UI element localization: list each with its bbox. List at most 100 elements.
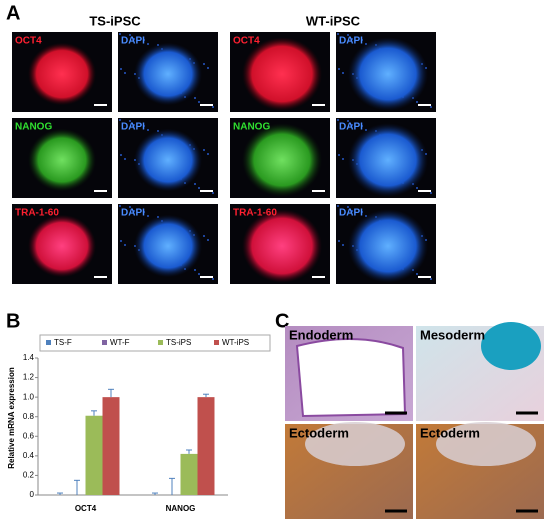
y-tick-label: 0.8 (23, 412, 35, 421)
stain-label: DAPI (339, 36, 363, 47)
bar (197, 397, 215, 495)
stain-label: OCT4 (233, 36, 260, 47)
y-tick-label: 0.6 (23, 431, 35, 440)
speck (147, 129, 149, 131)
speck (198, 273, 200, 275)
stain-label: NANOG (15, 122, 52, 133)
speck (337, 205, 339, 207)
speck (207, 153, 209, 155)
speck (338, 68, 340, 70)
speck (143, 211, 145, 213)
legend-label: WT-F (110, 338, 130, 347)
speck (124, 72, 126, 74)
colony (134, 128, 202, 192)
layer-label: Mesoderm (420, 327, 485, 342)
speck (416, 187, 418, 189)
legend-swatch (102, 340, 107, 345)
speck (129, 120, 131, 122)
speck (207, 239, 209, 241)
stain-label: TRA-1-60 (233, 208, 277, 219)
speck (129, 206, 131, 208)
speck (212, 278, 214, 280)
colony (134, 214, 202, 278)
bar (102, 397, 120, 495)
colony (28, 42, 96, 106)
speck (124, 158, 126, 160)
legend-label: WT-iPS (222, 338, 249, 347)
speck (120, 240, 122, 242)
speck (416, 273, 418, 275)
speck (147, 43, 149, 45)
lumen (295, 337, 407, 418)
speck (147, 215, 149, 217)
colony (242, 37, 322, 111)
speck (351, 210, 353, 212)
colony (348, 209, 428, 283)
bar (180, 453, 198, 495)
colony (28, 128, 96, 192)
panel-label: A (6, 2, 20, 24)
panel-label: B (6, 310, 20, 332)
speck (347, 34, 349, 36)
legend-box (39, 334, 271, 352)
speck (212, 106, 214, 108)
speck (342, 158, 344, 160)
stain-label: DAPI (121, 122, 145, 133)
y-axis-label: Relative mRNA expression (7, 367, 16, 469)
speck (212, 192, 214, 194)
colony (348, 123, 428, 197)
speck (194, 97, 196, 99)
group-title: TS-iPSC (89, 13, 141, 28)
stain-label: OCT4 (15, 36, 42, 47)
speck (124, 244, 126, 246)
speck (119, 119, 121, 121)
speck (203, 149, 205, 151)
speck (347, 120, 349, 122)
speck (337, 119, 339, 121)
legend-swatch (46, 340, 51, 345)
speck (347, 206, 349, 208)
speck (143, 125, 145, 127)
legend-label: TS-iPS (166, 338, 191, 347)
colony (242, 209, 322, 283)
x-tick-label: NANOG (166, 504, 196, 513)
speck (143, 39, 145, 41)
speck (338, 240, 340, 242)
speck (337, 33, 339, 35)
speck (430, 106, 432, 108)
colony (242, 123, 322, 197)
speck (430, 192, 432, 194)
speck (416, 101, 418, 103)
speck (119, 33, 121, 35)
y-tick-label: 1.2 (23, 373, 35, 382)
bar (85, 415, 103, 495)
speck (342, 72, 344, 74)
speck (430, 278, 432, 280)
colony (134, 42, 202, 106)
stain-label: DAPI (339, 122, 363, 133)
stain-label: DAPI (339, 208, 363, 219)
speck (361, 39, 363, 41)
cartilage (481, 322, 541, 370)
stain-label: TRA-1-60 (15, 208, 59, 219)
speck (198, 187, 200, 189)
tissue (436, 422, 536, 466)
legend-label: TS-F (54, 338, 72, 347)
speck (207, 67, 209, 69)
legend-swatch (158, 340, 163, 345)
speck (342, 244, 344, 246)
stain-label: DAPI (121, 36, 145, 47)
speck (351, 38, 353, 40)
speck (129, 34, 131, 36)
speck (120, 68, 122, 70)
speck (194, 183, 196, 185)
speck (194, 269, 196, 271)
y-tick-label: 0 (30, 490, 35, 499)
speck (119, 205, 121, 207)
speck (120, 154, 122, 156)
speck (198, 101, 200, 103)
colony (348, 37, 428, 111)
tissue (305, 422, 405, 466)
speck (203, 235, 205, 237)
